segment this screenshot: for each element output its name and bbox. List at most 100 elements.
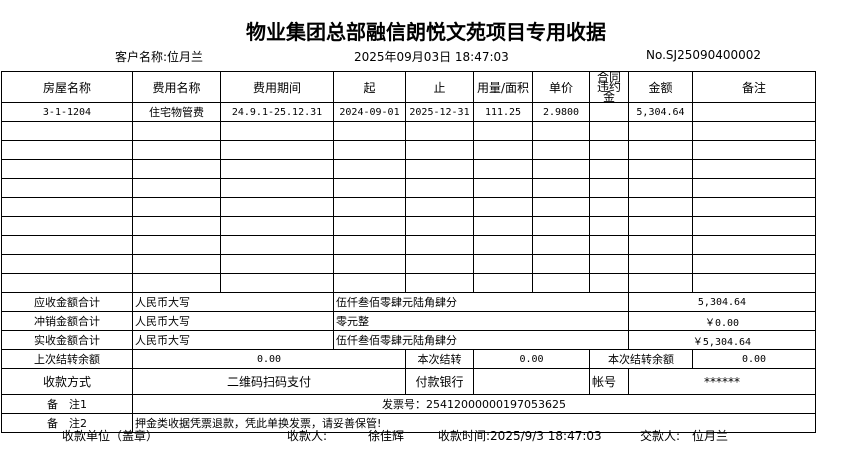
cell — [132, 216, 221, 236]
cell — [532, 273, 590, 293]
cell — [333, 254, 406, 274]
account-label: 帐号 — [589, 368, 629, 395]
summary-row: 应收金额合计 人民币大写 伍仟叁佰零肆元陆角肆分 5,304.64 — [1, 292, 816, 312]
header-row: 房屋名称 费用名称 费用期间 起 止 用量/面积 单价 合同违约金 金额 备注 — [1, 71, 816, 103]
cell — [333, 197, 406, 217]
cell — [333, 140, 406, 160]
cell — [473, 235, 533, 255]
cell — [473, 121, 533, 141]
prev-balance: 0.00 — [132, 349, 406, 369]
cell — [692, 102, 816, 122]
summary-amount: ￥0.00 — [628, 311, 816, 331]
receive-time: 收款时间:2025/9/3 18:47:03 — [438, 429, 602, 443]
cell — [333, 235, 406, 255]
cell — [473, 178, 533, 198]
cell — [220, 254, 334, 274]
col-header: 合同违约金 — [589, 71, 629, 103]
cell — [220, 140, 334, 160]
cell — [589, 254, 629, 274]
cell: 111.25 — [473, 102, 533, 122]
summary-rmb: 人民币大写 — [132, 330, 334, 350]
cell — [1, 273, 133, 293]
payment-row: 收款方式 二维码扫码支付 付款银行 帐号 ****** — [1, 368, 816, 395]
cell: 5,304.64 — [628, 102, 693, 122]
cell — [589, 197, 629, 217]
cell — [132, 140, 221, 160]
summary-label: 应收金额合计 — [1, 292, 133, 312]
cell — [1, 216, 133, 236]
cell — [405, 273, 474, 293]
cell — [589, 102, 629, 122]
payer: 位月兰 — [692, 429, 729, 443]
cell — [405, 254, 474, 274]
cell — [692, 159, 816, 179]
empty-row — [1, 159, 816, 179]
cell — [132, 235, 221, 255]
cell — [1, 159, 133, 179]
cell — [473, 159, 533, 179]
cell — [473, 140, 533, 160]
cell — [692, 178, 816, 198]
remark2-row: 备 注2 押金类收据凭票退款，凭此单换发票，请妥善保管! — [1, 413, 816, 433]
remark1-row: 备 注1 发票号：25412000000197053625 — [1, 394, 816, 414]
cell — [628, 159, 693, 179]
rest-balance-label: 本次结转余额 — [589, 349, 693, 369]
cell — [692, 216, 816, 236]
payee-unit: 收款单位（盖章） — [62, 429, 159, 443]
col-header: 单价 — [532, 71, 590, 103]
cell — [405, 140, 474, 160]
cell: 2024-09-01 — [333, 102, 406, 122]
cell — [589, 140, 629, 160]
col-header: 费用期间 — [220, 71, 334, 103]
summary-rmb: 人民币大写 — [132, 292, 334, 312]
cell — [405, 121, 474, 141]
cur-carry: 0.00 — [473, 349, 590, 369]
summary-row: 冲销金额合计 人民币大写 零元整 ￥0.00 — [1, 311, 816, 331]
empty-row — [1, 140, 816, 160]
remark2-label: 备 注2 — [1, 413, 133, 433]
cell — [628, 178, 693, 198]
cell — [589, 235, 629, 255]
cell — [405, 178, 474, 198]
summary-label: 冲销金额合计 — [1, 311, 133, 331]
cell: 3-1-1204 — [1, 102, 133, 122]
account: ****** — [628, 368, 816, 395]
cell — [1, 121, 133, 141]
col-header: 起 — [333, 71, 406, 103]
cell — [405, 216, 474, 236]
summary-words: 伍仟叁佰零肆元陆角肆分 — [333, 292, 629, 312]
rest-balance: 0.00 — [692, 349, 816, 369]
cell: 2.9800 — [532, 102, 590, 122]
cell — [1, 140, 133, 160]
empty-row — [1, 121, 816, 141]
cell — [1, 235, 133, 255]
cell — [532, 254, 590, 274]
col-header: 费用名称 — [132, 71, 221, 103]
summary-amount: ￥5,304.64 — [628, 330, 816, 350]
payee: 徐佳辉 — [368, 429, 405, 443]
summary-amount: 5,304.64 — [628, 292, 816, 312]
cell — [220, 235, 334, 255]
cell — [132, 254, 221, 274]
cell — [220, 178, 334, 198]
cell — [473, 254, 533, 274]
col-header: 房屋名称 — [1, 71, 133, 103]
col-header: 金额 — [628, 71, 693, 103]
remark1-value: 发票号：25412000000197053625 — [132, 394, 816, 414]
cell — [132, 178, 221, 198]
col-header: 止 — [405, 71, 474, 103]
cell — [532, 140, 590, 160]
cell — [628, 235, 693, 255]
cell — [132, 273, 221, 293]
empty-row — [1, 254, 816, 274]
cell — [220, 273, 334, 293]
cell — [405, 197, 474, 217]
cell — [692, 197, 816, 217]
remark2-value: 押金类收据凭票退款，凭此单换发票，请妥善保管! — [132, 413, 816, 433]
cell — [532, 159, 590, 179]
payment-label: 收款方式 — [1, 368, 133, 395]
cell — [532, 216, 590, 236]
cell — [333, 178, 406, 198]
empty-row — [1, 178, 816, 198]
bank-label: 付款银行 — [405, 368, 474, 395]
